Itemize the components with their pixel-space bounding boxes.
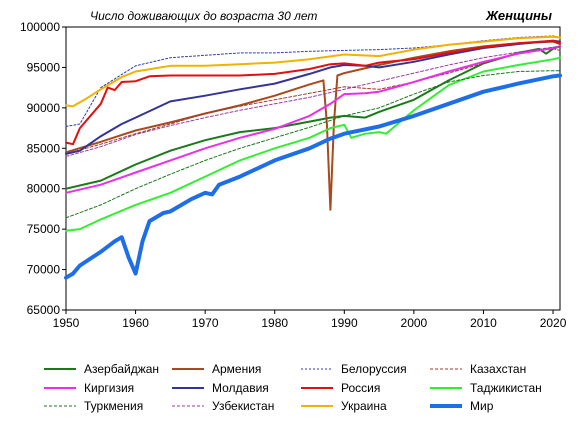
series-line (65, 35, 561, 108)
series-line (65, 40, 561, 211)
legend-label: Таджикистан (470, 381, 542, 395)
x-tick-label: 2000 (401, 316, 428, 330)
x-tick-label: 2010 (470, 316, 497, 330)
legend-label: Киргизия (84, 381, 134, 395)
x-axis: 1950 1960 1970 1980 1990 2000 2010 2020 (53, 310, 567, 330)
y-tick-label: 95000 (27, 60, 61, 74)
legend-label: Казахстан (470, 362, 526, 376)
y-tick-label: 90000 (27, 101, 61, 115)
x-tick-label: 2020 (540, 316, 567, 330)
x-tick-label: 1970 (192, 316, 219, 330)
y-tick-label: 100000 (20, 20, 60, 34)
x-tick-label: 1960 (122, 316, 149, 330)
x-tick-label: 1980 (261, 316, 288, 330)
legend-label: Армения (212, 362, 261, 376)
chart-title: Число доживающих до возраста 30 лет (90, 9, 317, 23)
legend-label: Молдавия (212, 381, 269, 395)
series-line (64, 73, 562, 280)
series-line (65, 45, 561, 194)
series-line (65, 39, 561, 146)
legend-label: Азербайджан (84, 362, 159, 376)
series-line (65, 70, 561, 219)
y-tick-label: 75000 (27, 222, 61, 236)
y-tick-label: 70000 (27, 263, 61, 277)
legend-label: Белоруссия (341, 362, 407, 376)
legend-label: Узбекистан (212, 399, 274, 413)
y-tick-label: 80000 (27, 182, 61, 196)
y-tick-label: 85000 (27, 141, 61, 155)
legend: Азербайджан Армения Белоруссия Казахстан Кир… (44, 362, 542, 413)
series-lines (64, 35, 562, 280)
x-tick-label: 1990 (331, 316, 358, 330)
legend-label: Россия (341, 381, 380, 395)
series-line (65, 45, 561, 157)
y-axis: 65000 70000 75000 80000 85000 90000 95000 10000… (20, 20, 66, 317)
legend-label: Украина (341, 399, 387, 413)
plot-border (65, 26, 561, 311)
legend-label: Мир (470, 399, 494, 413)
series-line (65, 56, 561, 232)
chart-subtitle: Женщины (485, 8, 552, 23)
legend-label: Туркмения (84, 399, 143, 413)
y-tick-label: 65000 (27, 303, 61, 317)
x-tick-label: 1950 (53, 316, 80, 330)
